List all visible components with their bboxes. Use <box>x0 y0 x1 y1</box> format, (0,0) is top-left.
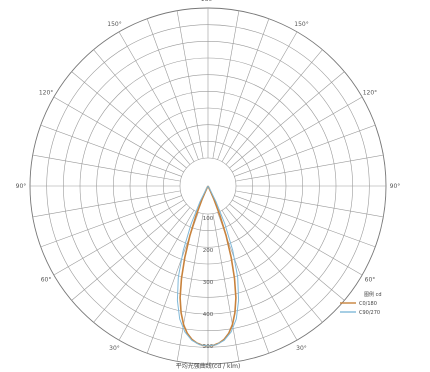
grid-spoke <box>212 10 240 159</box>
angle-label-right-30: 30° <box>296 345 307 352</box>
grid-spoke <box>53 96 184 173</box>
grid-spoke <box>146 18 199 160</box>
intensity-curves <box>176 185 240 347</box>
angle-label-right-90: 90° <box>390 183 401 190</box>
grid-spoke <box>118 31 195 162</box>
grid-spoke <box>229 203 345 301</box>
grid-spoke <box>225 207 323 323</box>
grid-spoke <box>229 71 345 169</box>
grid-spoke <box>53 199 184 276</box>
grid-spoke <box>40 195 182 248</box>
radial-label-100: 100 <box>203 216 214 222</box>
legend-title: 图例 cd <box>364 291 382 298</box>
grid-spoke <box>71 71 187 169</box>
radial-label-500: 500 <box>203 344 214 350</box>
angle-label-right-120: 120° <box>363 90 377 97</box>
angle-label-top-180: 180° <box>201 0 215 3</box>
angle-label-left-60: 60° <box>41 277 52 284</box>
grid-spoke <box>176 213 204 362</box>
angle-label-left-150: 150° <box>107 21 121 28</box>
angle-label-right-60: 60° <box>365 277 376 284</box>
legend: 图例 cd C0/180 C90/270 <box>340 291 382 316</box>
angle-label-left-30: 30° <box>109 345 120 352</box>
angle-label-right-150: 150° <box>294 21 308 28</box>
grid-spoke <box>232 96 363 173</box>
grid-spoke <box>225 49 323 165</box>
grid-spoke <box>176 10 204 159</box>
grid-spoke <box>221 210 298 341</box>
grid-spoke <box>71 203 187 301</box>
radial-label-300: 300 <box>203 280 214 286</box>
grid-spoke <box>232 199 363 276</box>
legend-label: C0/180 <box>359 301 377 307</box>
grid-spoke <box>93 49 191 165</box>
angle-tick-labels: 180° 150° 150° 120° 120° 90° 90° 60° 60° 30° 30° <box>16 0 401 352</box>
legend-label: C90/270 <box>359 310 380 316</box>
grid-spoke <box>217 18 270 160</box>
grid-spoke <box>235 154 384 182</box>
grid-spoke <box>118 210 195 341</box>
grid-spoke <box>40 124 182 177</box>
angle-label-left-90: 90° <box>16 183 27 190</box>
grid-spoke <box>235 190 384 218</box>
grid-spoke <box>32 154 181 182</box>
grid-spoke <box>32 190 181 218</box>
polar-grid <box>29 7 387 365</box>
radial-label-200: 200 <box>203 248 214 254</box>
grid-spoke <box>234 124 376 177</box>
grid-spoke <box>234 195 376 248</box>
grid-spoke <box>93 207 191 323</box>
radial-tick-labels: 100 200 300 400 500 <box>203 216 214 350</box>
grid-spoke <box>212 213 240 362</box>
angle-label-left-120: 120° <box>39 90 53 97</box>
grid-spoke <box>221 31 298 162</box>
radial-label-400: 400 <box>203 312 214 318</box>
curve-c90270 <box>176 185 240 347</box>
chart-caption: 平均光强曲线(cd / klm) <box>176 362 241 370</box>
